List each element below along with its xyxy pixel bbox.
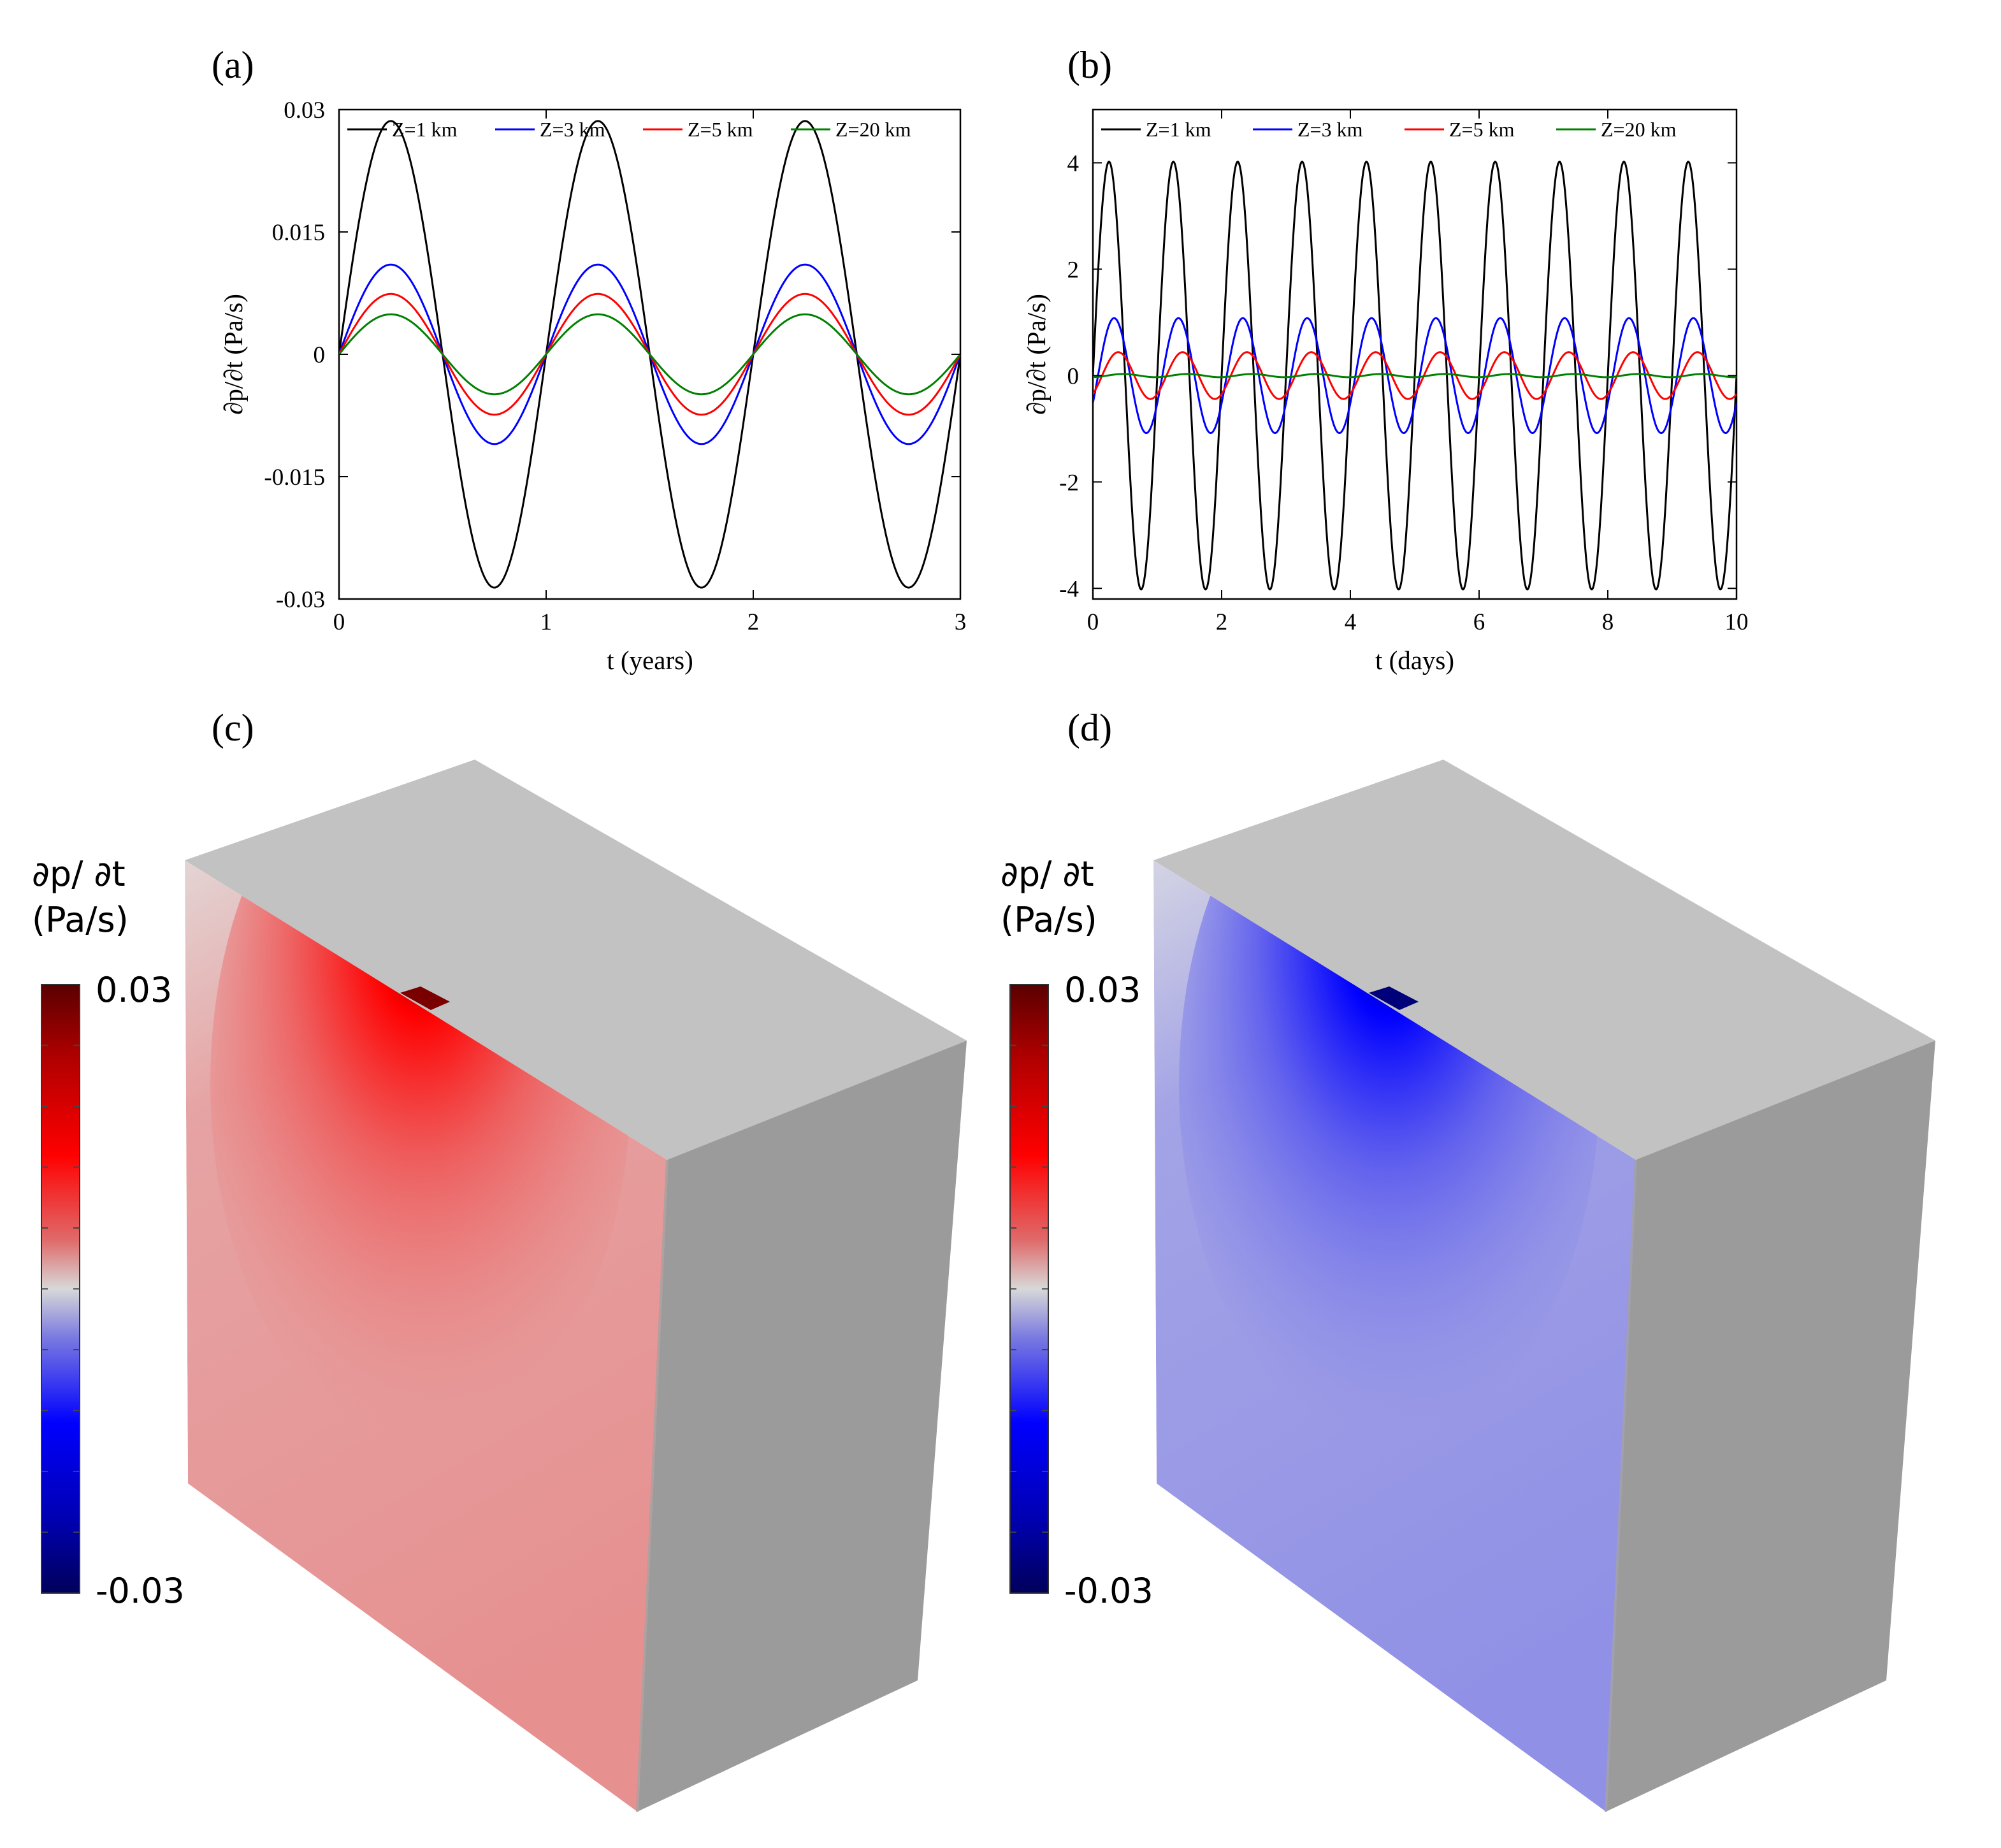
y-axis-label-a: ∂p/∂t (Pa/s) [219,294,248,415]
colorbar-unit-c: (Pa/s) [32,900,129,940]
panel-label-c: (c) [212,707,254,749]
source-marker-c [400,986,450,1010]
plot-frame-b [1092,108,1738,600]
x-axis-label-a: t (years) [607,646,693,675]
block-side-face-d [1606,1041,1935,1812]
colorbar-title-d: ∂p/ ∂t [1000,854,1094,894]
legend-entry: Z=20 km [1601,118,1677,141]
legend-a: Z=1 km Z=3 km Z=5 km Z=20 km [347,118,911,141]
y-tick-label: -4 [1059,576,1079,602]
x-tick-label: 10 [1725,609,1749,635]
legend-entry: Z=1 km [392,118,458,141]
colorbar-unit-d: (Pa/s) [1000,900,1097,940]
y-tick-label: -0.03 [276,587,325,613]
block-side-face-c [637,1041,967,1812]
series-group-a [339,120,960,589]
colorbar-min-c: -0.03 [96,1571,185,1611]
colorbar-ticks-d [1010,1044,1048,1533]
legend-b: Z=1 km Z=3 km Z=5 km Z=20 km [1101,118,1677,141]
series-line-4 [1093,373,1737,379]
x-tick-label: 0 [333,609,345,635]
x-tick-label: 2 [748,609,760,635]
colorbar-min-d: -0.03 [1064,1571,1153,1611]
x-tick-label: 4 [1345,609,1357,635]
panel-label-a: (a) [212,44,254,86]
model-panel-c: (c) ∂p/ ∂t (Pa/s) 0.03 -0.03 [32,707,967,1812]
series-line-2 [1093,317,1737,435]
y-tick-label: 0.03 [284,97,325,124]
ticks-b: 0 2 4 6 8 10 -4 -2 0 2 4 [1059,110,1749,635]
legend-entry: Z=20 km [835,118,911,141]
x-tick-label: 0 [1087,609,1099,635]
block-top-face-d [1153,760,1935,1160]
panel-label-b: (b) [1067,44,1112,86]
block-edge-c [636,1159,668,1812]
legend-entry: Z=5 km [1449,118,1515,141]
y-tick-label: 0.015 [272,220,325,246]
x-tick-label: 8 [1602,609,1614,635]
y-tick-label: -2 [1059,470,1079,496]
y-tick-label: 2 [1067,257,1080,283]
series-line-3 [1093,351,1737,400]
block-edge-d [1605,1159,1637,1812]
series-line-1 [1093,161,1737,591]
legend-entry: Z=1 km [1146,118,1211,141]
chart-panel-a: (a) 0 1 2 3 -0.03 -0.015 0 0.015 0.03 Z=1 km Z=3 … [212,44,966,675]
legend-entry: Z=3 km [1297,118,1363,141]
series-group-b [1093,161,1737,591]
y-tick-label: 0 [1067,363,1080,389]
x-axis-label-b: t (days) [1375,646,1454,675]
chart-panel-b: (b) 0 2 4 6 8 10 -4 -2 0 2 4 Z=1 km Z=3 km Z=5 km Z=2… [1022,44,1749,675]
panel-label-d: (d) [1067,707,1112,749]
series-line-4 [339,313,960,396]
legend-entry: Z=3 km [540,118,605,141]
source-marker-d [1369,986,1419,1010]
x-tick-label: 2 [1216,609,1228,635]
y-tick-label: 0 [314,342,326,368]
block-top-face-c [185,760,967,1160]
legend-entry: Z=5 km [688,118,753,141]
y-axis-label-b: ∂p/∂t (Pa/s) [1022,294,1051,415]
x-tick-label: 1 [540,609,553,635]
ticks-a: 0 1 2 3 -0.03 -0.015 0 0.015 0.03 [264,97,966,635]
x-tick-label: 6 [1473,609,1485,635]
colorbar-ticks-c [41,1044,80,1533]
colorbar-max-c: 0.03 [96,970,172,1010]
x-tick-label: 3 [955,609,967,635]
model-panel-d: (d) ∂p/ ∂t (Pa/s) 0.03 -0.03 [1000,707,1935,1812]
y-tick-label: -0.015 [264,465,325,491]
colorbar-max-d: 0.03 [1064,970,1141,1010]
colorbar-title-c: ∂p/ ∂t [32,854,126,894]
y-tick-label: 4 [1067,150,1080,177]
